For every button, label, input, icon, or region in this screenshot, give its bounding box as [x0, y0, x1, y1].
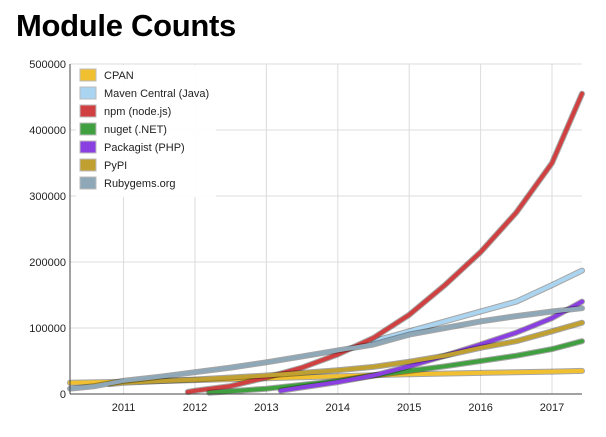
y-tick-label: 200000 — [29, 257, 66, 269]
legend-label-cpan: CPAN — [104, 70, 134, 82]
series-line-npm-node-js — [185, 91, 584, 394]
legend-background — [76, 65, 216, 197]
series-lines — [67, 90, 585, 396]
x-tick-label: 2013 — [254, 402, 278, 414]
legend-swatch-rubygems-org — [79, 176, 97, 190]
y-tick-label: 500000 — [29, 59, 66, 71]
series-line-rubygems-org — [68, 306, 584, 391]
legend-swatch-npm-node-js — [79, 104, 97, 118]
y-tick-label: 300000 — [29, 191, 66, 203]
y-tick-label: 0 — [60, 389, 66, 401]
legend-swatch-cpan — [79, 68, 97, 82]
x-tick-label: 2011 — [112, 402, 136, 414]
series-line-nuget-net — [207, 339, 584, 395]
x-tick-label: 2014 — [326, 402, 350, 414]
legend-label-nuget-net: nuget (.NET) — [104, 124, 167, 136]
y-tick-label: 400000 — [29, 125, 66, 137]
legend-label-pypi: PyPI — [104, 160, 127, 172]
x-tick-label: 2015 — [397, 402, 421, 414]
legend-label-packagist-php: Packagist (PHP) — [104, 142, 185, 154]
legend-label-maven-central-java: Maven Central (Java) — [104, 88, 209, 100]
legend-swatch-packagist-php — [79, 140, 97, 154]
series-line-pypi — [107, 320, 584, 387]
x-tick-label: 2017 — [540, 402, 564, 414]
legend-label-rubygems-org: Rubygems.org — [104, 178, 176, 190]
legend-swatch-maven-central-java — [79, 86, 97, 100]
legend-swatch-pypi — [79, 158, 97, 172]
page-title: Module Counts — [16, 8, 236, 43]
series-line-packagist-php — [278, 299, 584, 393]
legend-swatch-nuget-net — [79, 122, 97, 136]
y-tick-label: 100000 — [29, 323, 66, 335]
x-tick-label: 2012 — [183, 402, 207, 414]
legend-label-npm-node-js: npm (node.js) — [104, 106, 171, 118]
series-line-maven-central-java — [371, 268, 584, 344]
x-tick-label: 2016 — [468, 402, 492, 414]
legend: CPAN Maven Central (Java) npm (node.js) nug… — [76, 65, 216, 197]
axes: 0 100000 200000 300000 400000 500000 2011 2012 2… — [29, 59, 582, 414]
